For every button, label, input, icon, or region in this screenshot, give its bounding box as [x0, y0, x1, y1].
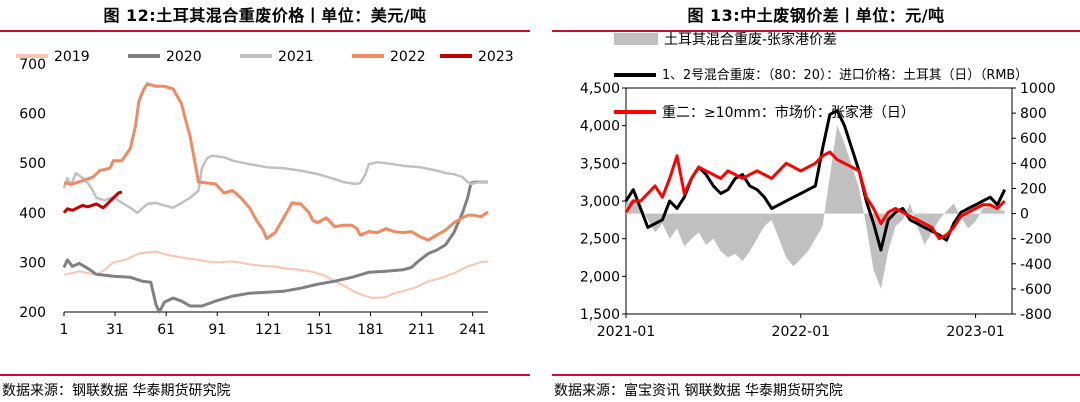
right-legend-swatch-area — [614, 33, 658, 45]
left-x-tick-label: 121 — [255, 322, 282, 338]
left-legend-label: 2022 — [390, 49, 426, 65]
right-right-y-tick-label: -600 — [1020, 282, 1052, 298]
left-legend-label: 2023 — [478, 49, 514, 65]
right-right-y-tick-label: 800 — [1020, 106, 1047, 122]
left-legend-label: 2020 — [166, 49, 202, 65]
left-x-tick-label: 31 — [106, 322, 124, 338]
left-y-tick-label: 400 — [19, 206, 46, 222]
right-left-y-tick-label: 1,500 — [580, 307, 620, 323]
left-bottom-rule — [0, 374, 530, 376]
left-x-tick-label: 61 — [157, 322, 175, 338]
right-zhangjiagang-price-line — [624, 150, 1006, 241]
right-legend-label-area: 土耳其混合重废-张家港价差 — [664, 31, 837, 48]
left-series-line-2023 — [62, 190, 123, 214]
right-chart-title: 图 13:中土废钢价差丨单位：元/吨 — [687, 6, 945, 25]
left-legend-label: 2019 — [54, 49, 90, 65]
right-right-y-tick-label: 200 — [1020, 181, 1047, 197]
left-chart-panel: 图 12:土耳其混合重废价格丨单位：美元/吨 200 300 400 500 600 70… — [0, 0, 530, 402]
right-right-y-tick-label: 0 — [1020, 207, 1029, 223]
right-x-tick-label: 2021-01 — [597, 324, 656, 340]
right-legend-label-zhangjiagang: 重二：≥10mm：市场价：张家港（日） — [662, 104, 915, 121]
right-left-y-tick-label: 2,000 — [580, 269, 620, 285]
right-left-y-tick-label: 4,500 — [580, 81, 620, 97]
left-x-tick-label: 211 — [408, 322, 435, 338]
left-y-tick-label: 300 — [19, 255, 46, 271]
right-right-y-tick-label: -400 — [1020, 257, 1052, 273]
left-y-tick-label: 200 — [19, 305, 46, 321]
right-left-y-tick-label: 3,500 — [580, 156, 620, 172]
left-x-tick-label: 241 — [459, 322, 486, 338]
right-spread-area — [626, 125, 1005, 289]
left-x-tick-label: 91 — [208, 322, 226, 338]
right-chart-panel: 图 13:中土废钢价差丨单位：元/吨 1,500 2,000 2,500 3,000 3… — [552, 0, 1080, 402]
left-source-note: 数据来源：钢联数据 华泰期货研究院 — [2, 383, 231, 399]
right-plot-frame — [625, 87, 1013, 315]
left-y-tick-label: 600 — [19, 107, 46, 123]
left-series-line-2022 — [63, 82, 489, 242]
left-series-line-2019 — [63, 250, 489, 300]
right-right-y-tick-label: 1000 — [1020, 81, 1056, 97]
right-legend-label-turkey: 1、2号混合重废：（80：20）：进口价格：土耳其（日）（RMB） — [662, 67, 1028, 83]
right-right-y-tick-label: 600 — [1020, 131, 1047, 147]
left-series-line-2021 — [62, 154, 488, 215]
left-y-tick-label: 700 — [19, 57, 46, 73]
right-x-tick-label: 2023-01 — [946, 324, 1005, 340]
right-right-y-tick-label: -200 — [1020, 232, 1052, 248]
right-left-y-tick-label: 2,500 — [580, 232, 620, 248]
left-x-tick-label: 1 — [60, 322, 69, 338]
left-chart-svg: 200 300 400 500 600 700 1 31 61 91 121 151 181 211 241… — [16, 49, 514, 338]
right-left-y-tick-label: 4,000 — [580, 119, 620, 135]
right-x-tick-label: 2022-01 — [772, 324, 831, 340]
left-y-tick-label: 500 — [19, 156, 46, 172]
right-chart-svg: 1,500 2,000 2,500 3,000 3,500 4,000 4,500 -800 -… — [580, 31, 1056, 340]
left-x-tick-label: 151 — [306, 322, 333, 338]
right-right-y-tick-label: -800 — [1020, 307, 1052, 323]
left-series-line-2020 — [62, 180, 488, 314]
right-source-note: 数据来源：富宝资讯 钢联数据 华泰期货研究院 — [554, 383, 843, 399]
left-legend-label: 2021 — [278, 49, 314, 65]
left-chart-title: 图 12:土耳其混合重废价格丨单位：美元/吨 — [103, 6, 427, 25]
right-right-y-tick-label: 400 — [1020, 156, 1047, 172]
left-top-rule — [0, 30, 530, 32]
left-x-tick-label: 181 — [357, 322, 384, 338]
right-left-y-tick-label: 3,000 — [580, 194, 620, 210]
right-top-rule — [552, 30, 1080, 32]
right-bottom-rule — [552, 374, 1080, 376]
